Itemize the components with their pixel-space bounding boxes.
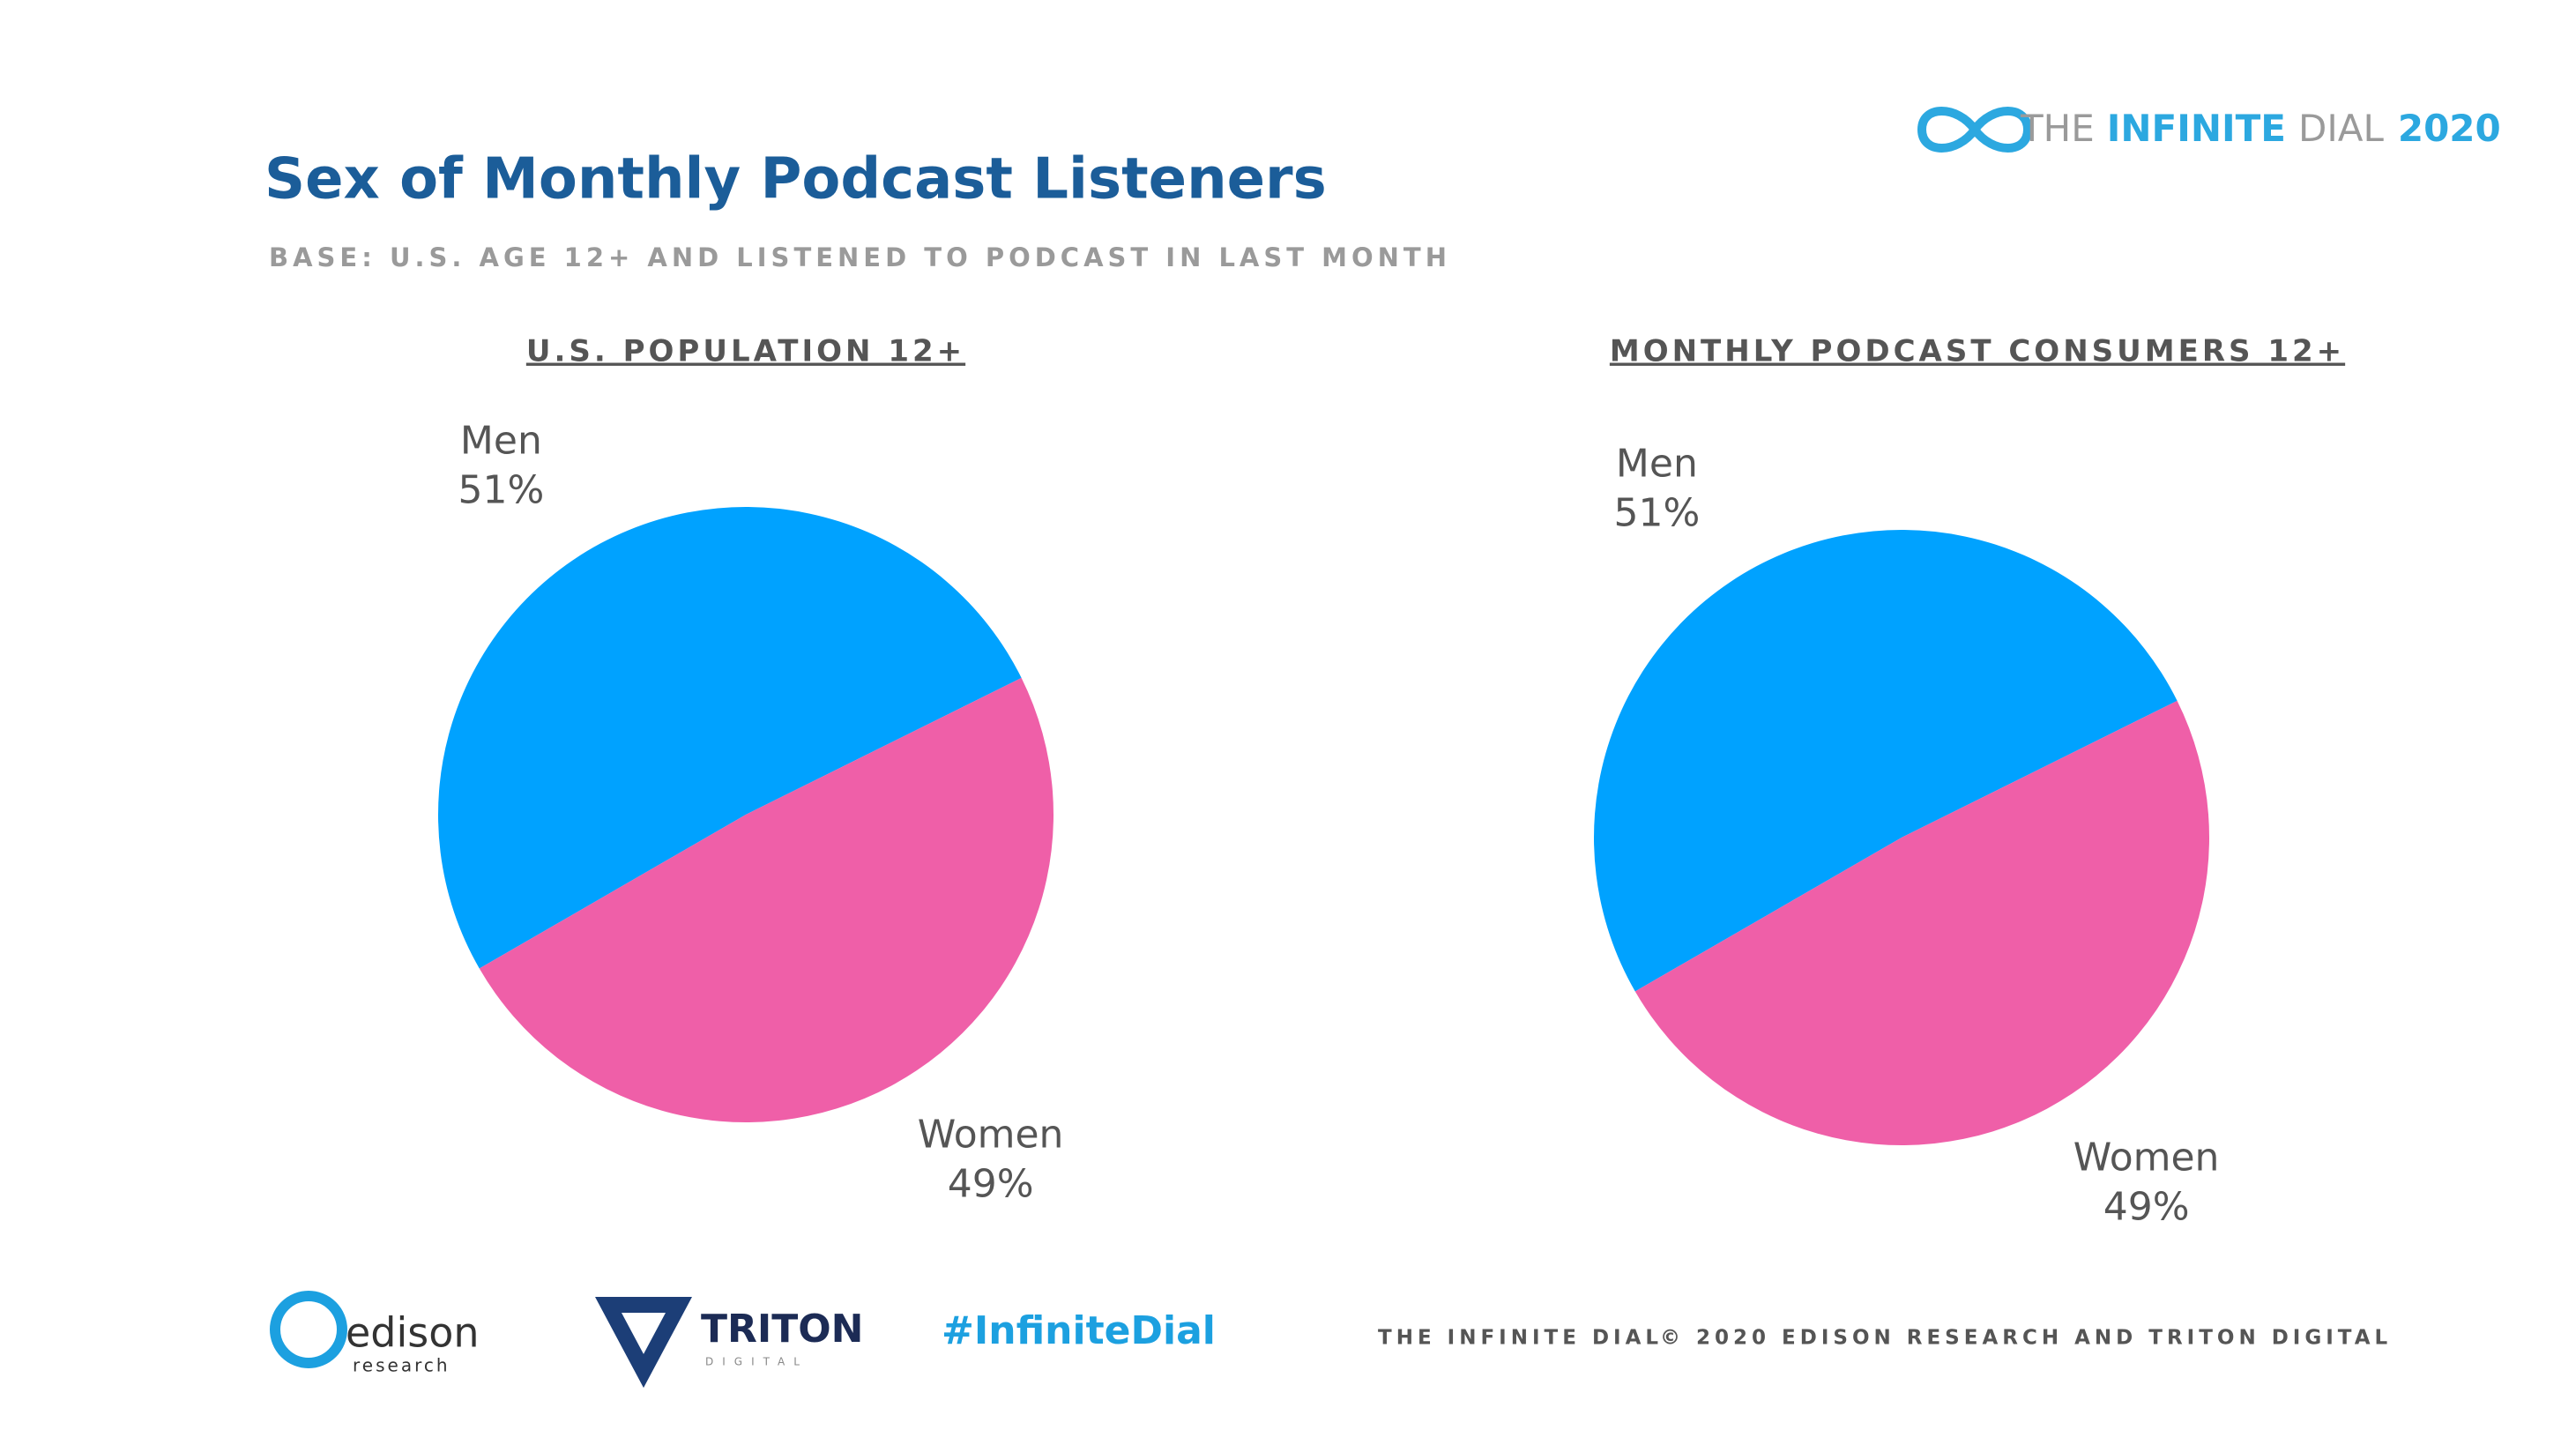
- slice-category-label: Men: [1616, 441, 1698, 486]
- slice-value-label: 49%: [948, 1162, 1034, 1207]
- pie-slice: [1594, 530, 2178, 992]
- chart-title: MONTHLY PODCAST CONSUMERS 12+: [1610, 334, 2345, 369]
- pie-slice: [437, 506, 1022, 969]
- slice-category-label: Men: [460, 418, 542, 463]
- brand-text: THE INFINITE DIAL 2020: [2020, 107, 2501, 150]
- footer: edison research TRITON DIGITAL #Infinite…: [270, 1291, 2392, 1389]
- brand-logo: THE INFINITE DIAL 2020: [1917, 107, 2501, 153]
- triton-logo-sub: DIGITAL: [705, 1356, 808, 1368]
- chart-title: U.S. POPULATION 12+: [526, 334, 965, 369]
- hashtag: #InfiniteDial: [942, 1308, 1216, 1353]
- slice-category-label: Women: [2073, 1136, 2220, 1181]
- edison-icon: [270, 1291, 347, 1368]
- edison-logo-text: edison: [346, 1309, 480, 1357]
- slice-value-label: 51%: [1613, 490, 1700, 535]
- slide-subtitle: BASE: U.S. AGE 12+ AND LISTENED TO PODCA…: [269, 242, 1451, 272]
- slice-value-label: 51%: [458, 467, 544, 512]
- slice-value-label: 49%: [2103, 1185, 2190, 1230]
- brand-dial: DIAL: [2298, 107, 2384, 150]
- brand-infinite: INFINITE: [2107, 107, 2286, 150]
- footer-copyright: © 2020 EDISON RESEARCH AND TRITON DIGITA…: [1660, 1327, 2392, 1350]
- slide-title: Sex of Monthly Podcast Listeners: [264, 147, 1327, 212]
- infinity-icon: [1917, 107, 2033, 153]
- brand-the: THE: [2020, 107, 2095, 150]
- pie-slice: [479, 677, 1053, 1122]
- triton-icon: [595, 1297, 692, 1389]
- brand-year: 2020: [2398, 107, 2501, 150]
- triton-logo-text: TRITON: [701, 1307, 864, 1352]
- footer-dial: THE INFINITE DIAL: [1378, 1327, 1663, 1350]
- slice-category-label: Women: [918, 1113, 1064, 1158]
- edison-logo-sub: research: [353, 1355, 450, 1376]
- pie-slice: [1634, 700, 2210, 1146]
